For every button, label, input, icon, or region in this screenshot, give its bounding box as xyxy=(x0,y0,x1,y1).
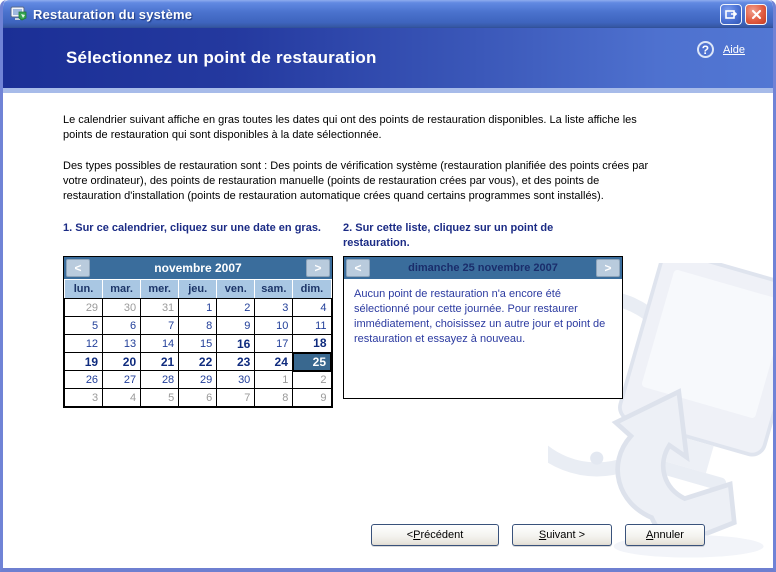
calendar-day[interactable]: 21 xyxy=(140,352,180,371)
header-divider xyxy=(3,88,773,93)
calendar-day[interactable]: 3 xyxy=(63,388,104,407)
calendar-day[interactable]: 15 xyxy=(178,334,218,353)
weekday-label: lun. xyxy=(63,279,104,299)
calendar-day[interactable]: 5 xyxy=(140,388,180,407)
intro-paragraph-1: Le calendrier suivant affiche en gras to… xyxy=(63,114,637,141)
restore-list-header: < dimanche 25 novembre 2007 > xyxy=(344,257,622,279)
cancel-button-accesskey: A xyxy=(646,529,654,541)
weekday-label: dim. xyxy=(292,279,332,299)
titlebar-buttons xyxy=(720,3,767,25)
calendar-day[interactable]: 31 xyxy=(140,298,180,317)
system-restore-app-icon xyxy=(10,6,28,22)
weekday-row: lun. mar. mer. jeu. ven. sam. dim. xyxy=(63,279,332,299)
calendar-day[interactable]: 16 xyxy=(216,334,256,353)
previous-button-accesskey: P xyxy=(413,529,421,541)
titlebar[interactable]: Restauration du système xyxy=(3,0,773,28)
page-title: Sélectionnez un point de restauration xyxy=(66,48,377,67)
calendar-day[interactable]: 8 xyxy=(178,316,218,335)
calendar-day[interactable]: 4 xyxy=(102,388,142,407)
calendar-day[interactable]: 1 xyxy=(178,298,218,317)
list-prev-button[interactable]: < xyxy=(346,259,370,277)
calendar-day[interactable]: 1 xyxy=(254,370,294,389)
calendar-day[interactable]: 24 xyxy=(254,352,294,371)
calendar-day[interactable]: 5 xyxy=(63,316,104,335)
restore-point-list: < dimanche 25 novembre 2007 > Aucun poin… xyxy=(343,256,623,399)
close-button[interactable] xyxy=(745,3,767,25)
calendar-prev-button[interactable]: < xyxy=(66,259,90,277)
calendar-day[interactable]: 6 xyxy=(102,316,142,335)
selection-columns: 1. Sur ce calendrier, cliquez sur une da… xyxy=(63,221,773,408)
calendar-day[interactable]: 27 xyxy=(102,370,142,389)
calendar-grid-body: 29 30 31 1 2 3 4 5 6 7 8 9 10 11 12 13 14 15 16 17 18 19 20 21 2… xyxy=(63,298,333,407)
next-button-label-rest: uivant > xyxy=(546,529,586,541)
help-area: ? Aide xyxy=(696,41,745,58)
calendar-day[interactable]: 2 xyxy=(216,298,256,317)
calendar-day[interactable]: 14 xyxy=(140,334,180,353)
calendar-day[interactable]: 23 xyxy=(216,352,256,371)
restore-point-message: Aucun point de restauration n'a encore é… xyxy=(354,288,606,345)
weekday-label: ven. xyxy=(216,279,256,299)
content-area: Le calendrier suivant affiche en gras to… xyxy=(3,93,773,568)
page-header: Sélectionnez un point de restauration ? … xyxy=(3,28,773,88)
restore-list-column: 2. Sur cette liste, cliquez sur un point… xyxy=(343,221,623,408)
step2-heading: 2. Sur cette liste, cliquez sur un point… xyxy=(343,222,554,249)
cancel-button-label-rest: nnuler xyxy=(653,529,684,541)
step1-heading: 1. Sur ce calendrier, cliquez sur une da… xyxy=(63,222,321,234)
list-next-button[interactable]: > xyxy=(596,259,620,277)
calendar-day[interactable]: 29 xyxy=(178,370,218,389)
close-icon xyxy=(751,9,761,19)
calendar-day[interactable]: 3 xyxy=(254,298,294,317)
calendar-day[interactable]: 30 xyxy=(216,370,256,389)
help-icon[interactable]: ? xyxy=(696,41,714,58)
calendar-day[interactable]: 2 xyxy=(292,370,332,389)
calendar-day[interactable]: 7 xyxy=(216,388,256,407)
window-title: Restauration du système xyxy=(33,6,193,22)
calendar-header: < novembre 2007 > xyxy=(64,257,332,279)
calendar-day[interactable]: 7 xyxy=(140,316,180,335)
help-link[interactable]: Aide xyxy=(722,43,745,56)
weekday-label: mer. xyxy=(140,279,180,299)
calendar-day[interactable]: 26 xyxy=(63,370,104,389)
intro-paragraph-2: Des types possibles de restauration sont… xyxy=(63,160,649,202)
selected-date-label: dimanche 25 novembre 2007 xyxy=(408,262,558,274)
calendar-day[interactable]: 28 xyxy=(140,370,180,389)
calendar-day[interactable]: 18 xyxy=(292,334,332,353)
previous-button-label-rest: récédent xyxy=(420,529,464,541)
calendar-day[interactable]: 30 xyxy=(102,298,142,317)
calendar-day[interactable]: 19 xyxy=(63,352,104,371)
maximize-restore-button[interactable] xyxy=(720,3,742,25)
calendar-day-selected[interactable]: 25 xyxy=(291,351,333,372)
calendar-day[interactable]: 4 xyxy=(292,298,332,317)
calendar-day[interactable]: 9 xyxy=(216,316,256,335)
previous-button-label: < xyxy=(406,529,414,541)
restore-window-icon xyxy=(725,9,737,19)
calendar-day[interactable]: 6 xyxy=(178,388,218,407)
calendar-day[interactable]: 12 xyxy=(63,334,104,353)
calendar-day[interactable]: 11 xyxy=(292,316,332,335)
weekday-label: jeu. xyxy=(178,279,218,299)
calendar: < novembre 2007 > lun. mar. mer. jeu. ven. sa… xyxy=(63,256,333,408)
calendar-day[interactable]: 13 xyxy=(102,334,142,353)
calendar-day[interactable]: 9 xyxy=(292,388,332,407)
calendar-next-button[interactable]: > xyxy=(306,259,330,277)
calendar-day[interactable]: 22 xyxy=(178,352,218,371)
calendar-grid: lun. mar. mer. jeu. ven. sam. dim. 29 30 31 1 2 3 4 5… xyxy=(63,279,333,407)
calendar-column: 1. Sur ce calendrier, cliquez sur une da… xyxy=(63,221,333,408)
calendar-month-label: novembre 2007 xyxy=(154,261,242,275)
calendar-day[interactable]: 20 xyxy=(102,352,142,371)
weekday-label: mar. xyxy=(102,279,142,299)
next-button-accesskey: S xyxy=(538,529,547,541)
calendar-day[interactable]: 29 xyxy=(63,298,104,317)
calendar-day[interactable]: 17 xyxy=(254,334,294,353)
weekday-label: sam. xyxy=(254,279,294,299)
calendar-day[interactable]: 8 xyxy=(254,388,294,407)
calendar-day[interactable]: 10 xyxy=(254,316,294,335)
